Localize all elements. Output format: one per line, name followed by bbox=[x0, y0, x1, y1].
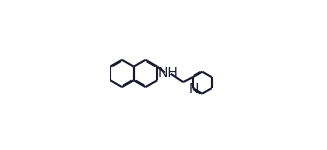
Text: NH: NH bbox=[157, 66, 178, 80]
Text: N: N bbox=[189, 82, 199, 96]
